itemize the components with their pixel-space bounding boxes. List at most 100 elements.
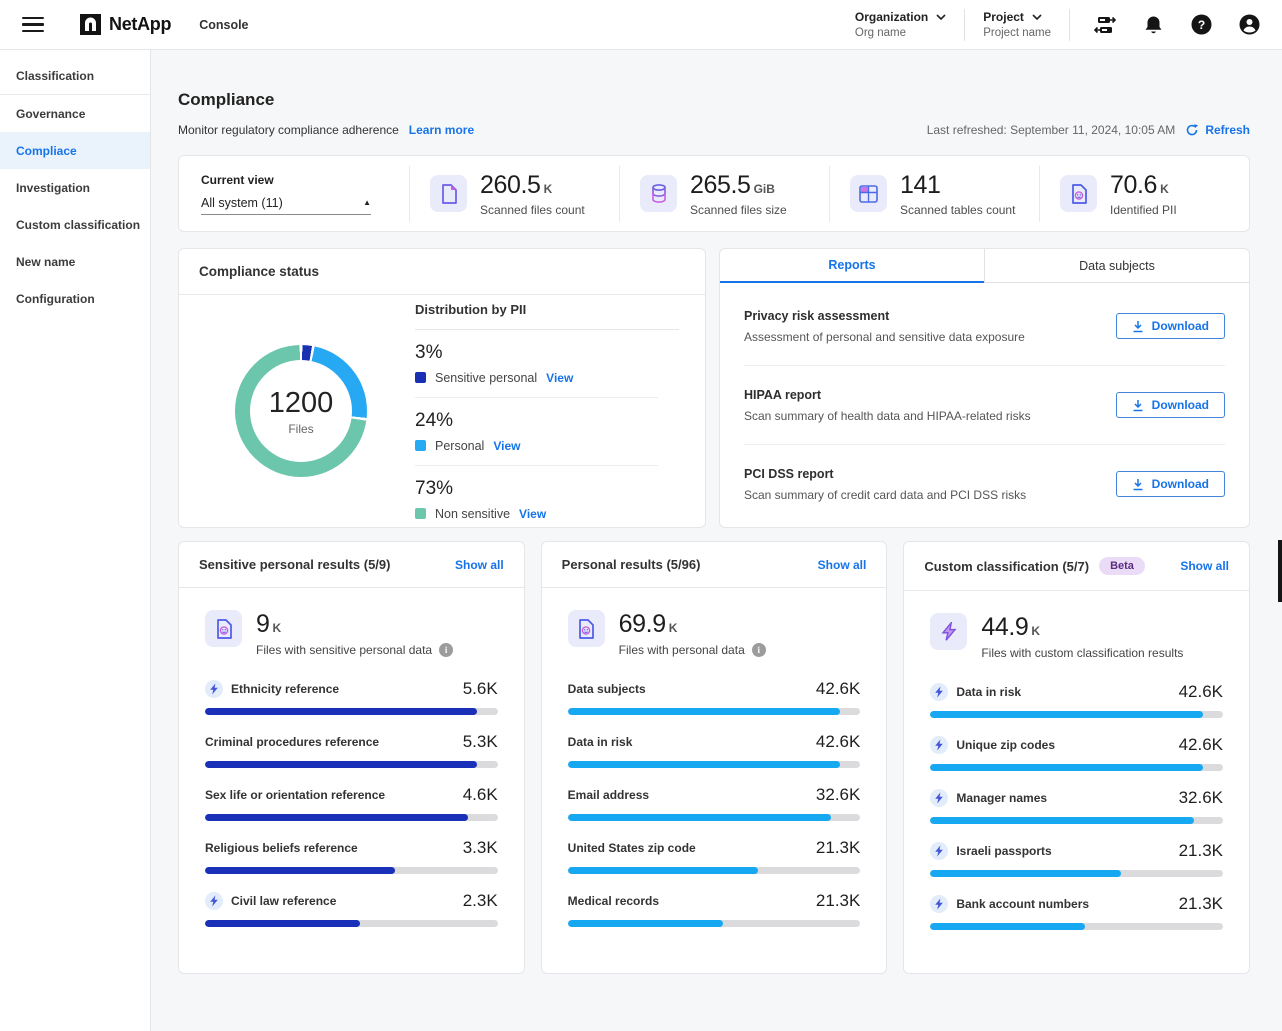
sidebar-item-new-name[interactable]: New name — [16, 254, 76, 269]
progress-track — [930, 923, 1224, 930]
bolt-icon — [930, 789, 949, 807]
sidebar-item-configuration[interactable]: Configuration — [16, 291, 95, 306]
organization-label: Organization — [854, 10, 929, 24]
card-total: 9 K Files with sensitive personal data i — [205, 610, 498, 657]
sidebar-item-governance[interactable]: Governance — [16, 106, 86, 121]
view-link[interactable]: View — [519, 506, 547, 521]
menu-icon[interactable] — [22, 16, 44, 33]
progress-fill — [930, 923, 1086, 930]
info-icon[interactable]: i — [751, 643, 766, 657]
project-label: Project — [983, 10, 1024, 24]
notifications-icon[interactable] — [1142, 14, 1164, 36]
progress-track — [205, 708, 498, 715]
tab-data-subjects[interactable]: Data subjects — [984, 249, 1249, 283]
result-row: Data in risk 42.6K — [567, 732, 861, 768]
progress-fill — [205, 708, 478, 715]
result-value: 21.3K — [1178, 894, 1224, 913]
result-row: Civil law reference 2.3K — [205, 891, 498, 927]
progress-track — [930, 817, 1224, 824]
stat-scanned-files-count: 260.5 K Scanned files count — [409, 165, 619, 222]
result-label: Civil law reference — [231, 894, 337, 908]
distribution-item-personal: 24% Personal View — [415, 410, 679, 466]
view-link[interactable]: View — [493, 438, 521, 453]
brand-name: NetApp — [109, 14, 172, 34]
connector-icon[interactable] — [1094, 14, 1116, 36]
project-selector[interactable]: Project Project name — [965, 10, 1069, 39]
sidebar-item-custom-classification[interactable]: Custom classification — [16, 217, 141, 232]
progress-fill — [567, 761, 840, 768]
console-label: Console — [199, 17, 249, 32]
sidebar-item-compliace[interactable]: Compliace — [0, 132, 150, 169]
main-content: Compliance Monitor regulatory compliance… — [151, 50, 1282, 1031]
progress-fill — [205, 867, 396, 874]
sidebar: Classification Governance Compliace Inve… — [0, 50, 151, 1031]
download-button[interactable]: Download — [1115, 471, 1225, 497]
result-value: 21.3K — [815, 838, 861, 857]
card-total: 44.9 K Files with custom classification re… — [930, 613, 1223, 660]
progress-track — [930, 870, 1224, 877]
view-link[interactable]: View — [546, 370, 574, 385]
bolt-icon — [930, 613, 968, 650]
result-value: 5.3K — [462, 732, 498, 751]
sidebar-item-classification[interactable]: Classification — [0, 58, 150, 95]
progress-fill — [930, 711, 1203, 718]
result-label: Data in risk — [956, 685, 1022, 699]
result-label: Bank account numbers — [956, 897, 1090, 911]
download-button[interactable]: Download — [1115, 392, 1225, 418]
show-all-link[interactable]: Show all — [817, 557, 867, 572]
bolt-icon — [930, 895, 949, 913]
show-all-link[interactable]: Show all — [454, 557, 504, 572]
result-value: 32.6K — [1178, 788, 1224, 807]
user-icon[interactable] — [1238, 14, 1260, 36]
info-icon[interactable]: i — [439, 643, 454, 657]
result-row: Ethnicity reference 5.6K — [205, 679, 498, 715]
legend-swatch — [415, 440, 426, 451]
result-value: 42.6K — [815, 732, 861, 751]
compliance-status-title: Compliance status — [179, 249, 705, 295]
result-value: 3.3K — [462, 838, 498, 857]
bolt-icon — [935, 792, 944, 804]
result-label: Manager names — [956, 791, 1048, 805]
download-button[interactable]: Download — [1115, 313, 1225, 339]
result-row: Data subjects 42.6K — [567, 679, 861, 715]
page-scrollbar[interactable] — [1278, 540, 1282, 602]
report-row-pci-dss: PCI DSS report Scan summary of credit ca… — [720, 467, 1249, 502]
progress-fill — [567, 814, 832, 821]
result-card-title: Personal results (5/96) — [561, 557, 701, 572]
result-row: Bank account numbers 21.3K — [930, 894, 1224, 930]
result-value: 21.3K — [815, 891, 861, 910]
divider — [1069, 8, 1070, 41]
pii-file-icon — [216, 618, 232, 639]
distribution-item-sensitive-personal: 3% Sensitive personal View — [415, 342, 679, 398]
netapp-logo-icon — [80, 14, 101, 35]
help-icon[interactable]: ? — [1190, 14, 1212, 36]
tab-reports[interactable]: Reports — [720, 249, 984, 283]
stat-identified-pii: 70.6 K Identified PII — [1039, 165, 1249, 222]
result-row: Religious beliefs reference 3.3K — [205, 838, 498, 874]
sidebar-item-investigation[interactable]: Investigation — [16, 180, 91, 195]
result-row: Israeli passports 21.3K — [930, 841, 1224, 877]
result-label: Medical records — [567, 894, 660, 908]
current-view-select[interactable]: All system (11) ▲ — [201, 196, 371, 215]
progress-track — [205, 761, 498, 768]
show-all-link[interactable]: Show all — [1180, 559, 1230, 573]
result-value: 5.6K — [462, 679, 498, 698]
result-row: Criminal procedures reference 5.3K — [205, 732, 498, 768]
progress-track — [567, 920, 861, 927]
download-icon — [1133, 478, 1143, 490]
result-value: 21.3K — [1178, 841, 1224, 860]
reports-card: Reports Data subjects Privacy risk asses… — [719, 248, 1250, 528]
bolt-icon — [935, 898, 944, 910]
result-label: Religious beliefs reference — [205, 841, 358, 855]
download-icon — [1133, 399, 1143, 411]
pii-donut-chart: 1200 Files — [235, 345, 367, 477]
progress-fill — [930, 764, 1203, 771]
stats-bar: Current view All system (11) ▲ 260.5 K Sc… — [178, 155, 1250, 232]
pii-file-icon — [205, 610, 242, 647]
last-refreshed-text: Last refreshed: September 11, 2024, 10:0… — [926, 123, 1176, 137]
result-row: Sex life or orientation reference 4.6K — [205, 785, 498, 821]
result-label: United States zip code — [567, 841, 696, 855]
organization-selector[interactable]: Organization Org name — [837, 10, 964, 39]
refresh-button[interactable]: Refresh — [1185, 123, 1250, 137]
learn-more-link[interactable]: Learn more — [408, 123, 475, 137]
